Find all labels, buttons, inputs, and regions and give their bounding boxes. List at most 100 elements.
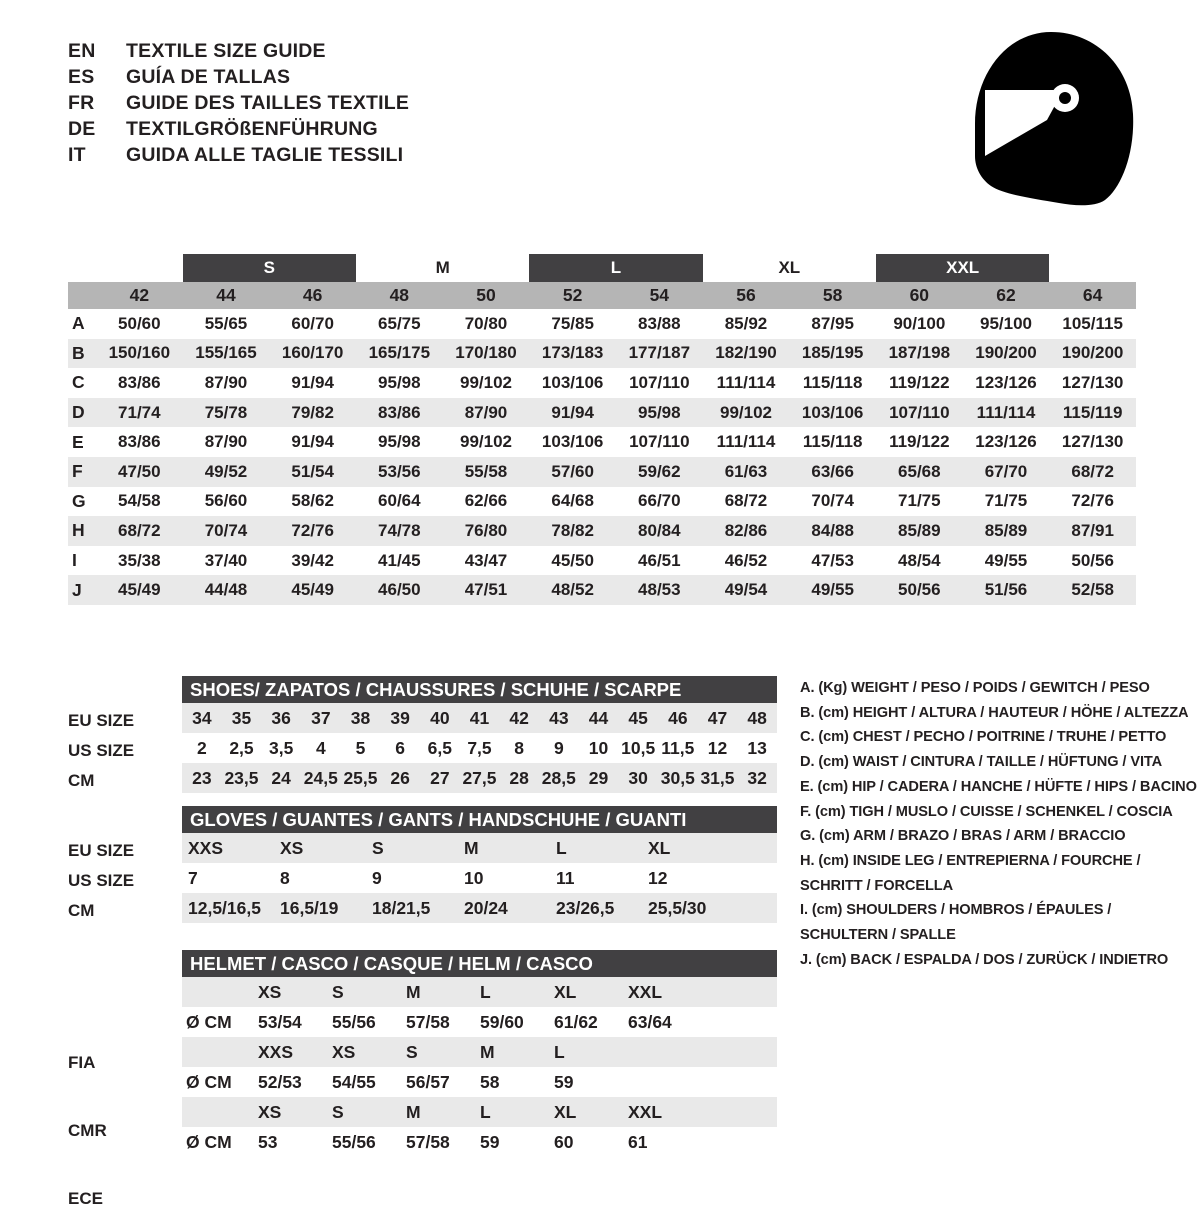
helmet-ece-label: ECE	[68, 1189, 103, 1208]
measurement-cell: 46/52	[724, 550, 768, 570]
helmet-value-row: Ø CM 53/54 55/56 57/58 59/60 61/62 63/64	[182, 1007, 777, 1037]
gloves-eu-cell: S	[372, 837, 384, 858]
measurement-cell: 91/94	[291, 432, 334, 452]
measurement-cell: 83/86	[355, 397, 443, 428]
helmet-size-row: XXS XS S M L	[182, 1037, 777, 1067]
legend-item: H. (cm) INSIDE LEG / ENTREPIERNA / FOURC…	[800, 852, 1141, 869]
legend-item: E. (cm) HIP / CADERA / HANCHE / HÜFTE / …	[800, 778, 1197, 795]
measurement-cell: 83/86	[118, 372, 161, 392]
measurement-cell: 115/118	[802, 372, 863, 392]
measurement-row-label: D	[68, 397, 96, 428]
size-column-header: 56	[702, 282, 790, 309]
size-column-header: 48	[355, 282, 443, 309]
shoes-cm-cell: 26	[390, 767, 410, 788]
helmet-value-row: Ø CM 53 55/56 57/58 59 60 61	[182, 1127, 777, 1157]
measurement-cell: 71/75	[984, 491, 1028, 511]
measurement-cell: 62/66	[464, 491, 508, 511]
measurement-cell: 107/110	[629, 432, 690, 452]
gloves-us-cell: 9	[372, 867, 382, 888]
measurement-cell: 79/82	[269, 397, 356, 428]
measurement-cell: 155/165	[182, 338, 270, 369]
measurement-cell: 83/86	[118, 432, 161, 452]
measurement-cell: 103/106	[541, 432, 604, 452]
measurement-cell: 90/100	[893, 313, 946, 333]
size-band-s: S	[182, 254, 356, 282]
language-code: IT	[68, 144, 86, 166]
band-spacer	[68, 254, 96, 282]
size-band-xl: XL	[778, 258, 801, 277]
helmet-size-cell: M	[480, 1041, 495, 1062]
measurement-cell: 60/70	[291, 313, 334, 333]
helmet-size-cell: L	[480, 1101, 491, 1122]
gloves-us-cell: 7	[188, 867, 198, 888]
helmet-unit-label: Ø CM	[186, 1011, 232, 1032]
size-column-header: 54	[615, 282, 703, 309]
measurement-cell: 71/75	[898, 491, 941, 511]
helmet-size-cell: S	[332, 981, 344, 1002]
language-row: IT GUIDA ALLE TAGLIE TESSILI	[68, 144, 708, 170]
legend-item: SCHRITT / FORCELLA	[800, 877, 954, 894]
measurement-cell: 50/56	[1071, 550, 1114, 570]
gloves-us-cell: 10	[464, 867, 484, 888]
measurement-cell: 85/92	[724, 313, 768, 333]
table-row: J 45/49 44/48 45/49 46/50 47/51 48/52 48/53 49/5…	[68, 575, 1136, 605]
size-column-header: 42	[96, 282, 183, 309]
measurement-cell: 54/58	[118, 491, 161, 511]
shoes-cm-cell: 25,5	[343, 767, 378, 788]
shoes-eu-cell: 40	[430, 707, 450, 728]
measurement-cell: 52/58	[1049, 575, 1136, 605]
measurement-cell: 87/90	[204, 372, 248, 392]
shoes-cm-cell: 27,5	[462, 767, 497, 788]
legend-item: SCHULTERN / SPALLE	[800, 927, 956, 944]
shoes-eu-cell: 47	[707, 707, 728, 728]
measurement-row-label: G	[72, 490, 86, 511]
shoes-label-column: EU SIZE US SIZE CM	[68, 706, 180, 796]
shoes-eu-cell: 37	[311, 707, 331, 728]
shoes-cm-cell: 29	[588, 767, 609, 788]
measurement-cell: 95/100	[979, 313, 1032, 333]
shoes-cm-cell: 30	[628, 767, 648, 788]
measurement-cell: 76/80	[442, 516, 530, 546]
shoes-us-cell: 11,5	[661, 737, 695, 758]
measurement-cell: 45/50	[551, 550, 594, 570]
measurement-cell: 48/52	[529, 575, 616, 605]
shoes-us-cell: 2	[196, 737, 207, 758]
gloves-cm-label: CM	[68, 901, 95, 920]
measurement-cell: 99/102	[702, 397, 790, 428]
helmet-value-cell: 54/55	[332, 1071, 376, 1092]
measurement-cell: 48/53	[615, 575, 703, 605]
measurement-cell: 123/126	[975, 372, 1037, 392]
measurement-cell: 64/68	[551, 491, 594, 511]
shoes-eu-cell: 39	[390, 707, 410, 728]
helmet-size-cell: XXS	[258, 1041, 294, 1062]
legend-item: I. (cm) SHOULDERS / HOMBROS / ÉPAULES /	[800, 902, 1112, 919]
shoes-us-cell: 7,5	[467, 737, 492, 758]
gloves-us-row: 7 8 9 10 11 12	[182, 863, 777, 893]
measurement-cell: 72/76	[269, 516, 356, 546]
measurement-cell: 78/82	[529, 516, 616, 546]
measurement-cell: 37/40	[204, 550, 248, 570]
measurement-cell: 80/84	[615, 516, 703, 546]
table-row: C 83/86 87/90 91/94 95/98 99/102 103/106 107/11…	[68, 368, 1136, 398]
measurement-cell: 48/54	[898, 550, 941, 570]
measurement-cell: 190/200	[1049, 338, 1136, 369]
measurement-cell: 46/51	[638, 550, 681, 570]
measurement-cell: 51/56	[962, 575, 1050, 605]
measurement-cell: 170/180	[442, 338, 530, 369]
helmet-value-cell: 63/64	[628, 1011, 672, 1032]
band-spacer	[96, 254, 183, 282]
textile-size-table: S M L XL XXL 42 44 46 48 50 52 54 56 58 60 62 64 A 50/60…	[68, 254, 1136, 605]
size-band-row: S M L XL XXL	[68, 254, 1136, 282]
measurement-cell: 105/115	[1062, 313, 1123, 333]
language-code: FR	[68, 92, 95, 114]
shoes-us-size-label: US SIZE	[68, 741, 135, 760]
measurement-cell: 103/106	[541, 372, 604, 392]
shoes-cm-cell: 23	[192, 767, 212, 788]
helmet-value-cell: 61	[628, 1131, 648, 1152]
measurement-cell: 58/62	[291, 491, 334, 511]
helmet-value-cell: 53	[258, 1131, 278, 1152]
measurement-cell: 39/42	[291, 550, 334, 570]
shoes-cm-cell: 23,5	[224, 767, 259, 788]
measurement-cell: 45/49	[96, 575, 183, 605]
gloves-us-cell: 12	[648, 867, 668, 888]
